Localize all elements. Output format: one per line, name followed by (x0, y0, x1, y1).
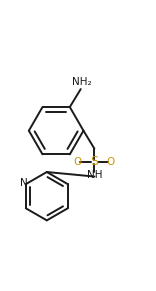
Text: NH₂: NH₂ (72, 77, 92, 87)
Text: N: N (20, 178, 28, 188)
Text: O: O (74, 157, 82, 167)
Text: NH: NH (87, 170, 102, 180)
Text: O: O (107, 157, 115, 167)
Text: S: S (90, 155, 98, 168)
